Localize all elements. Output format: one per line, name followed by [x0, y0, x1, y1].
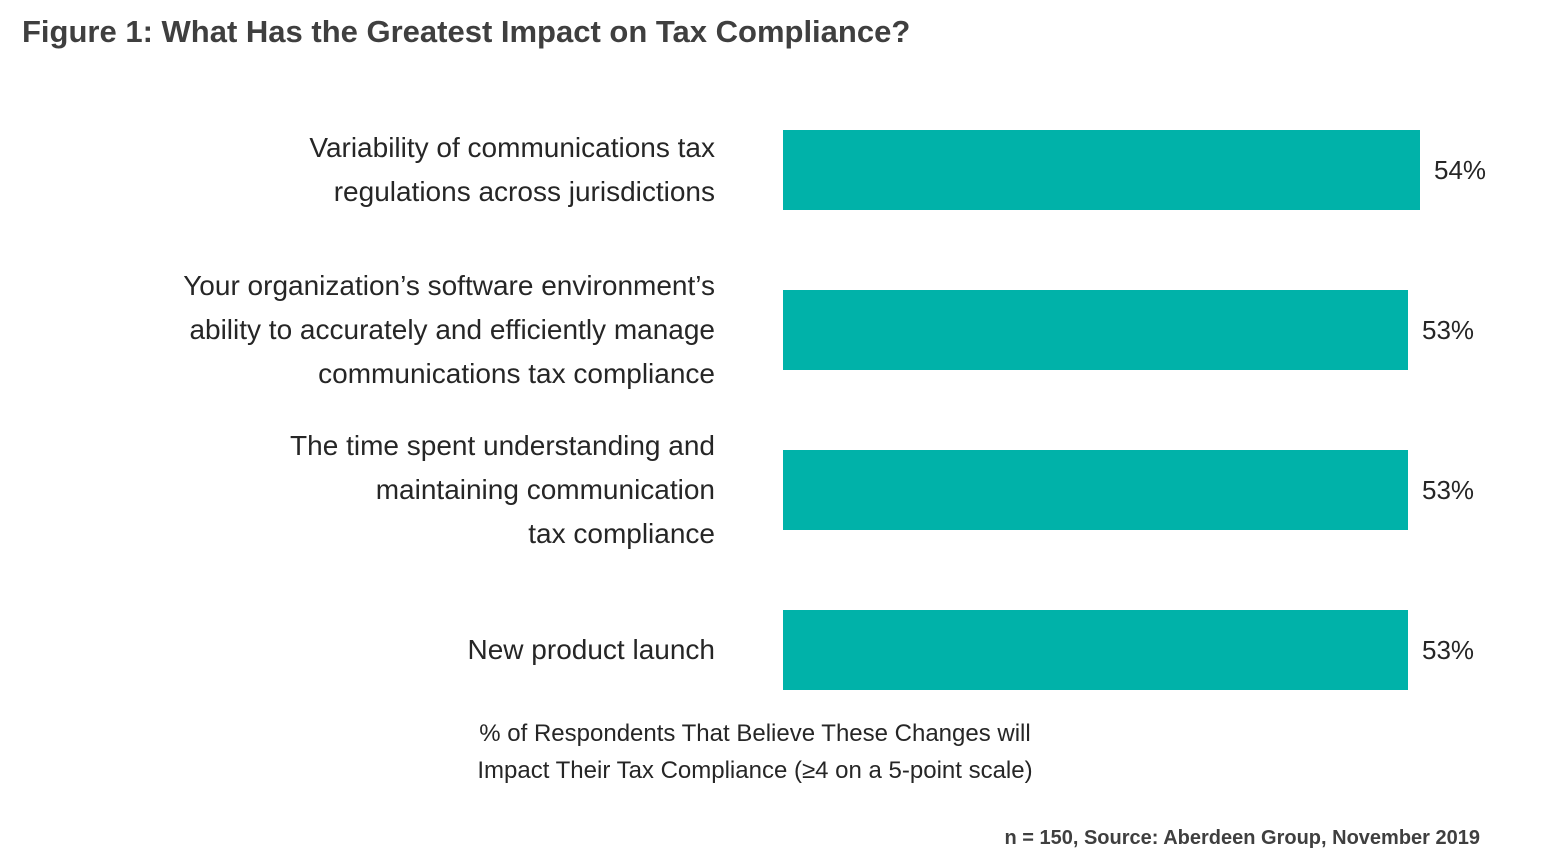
axis-caption: % of Respondents That Believe These Chan…	[477, 720, 1033, 784]
category-label: Your organization’s software environment…	[183, 270, 715, 389]
bar-track: 53%	[783, 610, 1546, 690]
category-label: New product launch	[467, 634, 715, 665]
bar-chart: Variability of communications tax regula…	[0, 90, 1546, 730]
bar-track: 53%	[783, 290, 1546, 370]
bar	[783, 610, 1408, 690]
bar	[783, 130, 1420, 210]
bar	[783, 290, 1408, 370]
bar-row: Your organization’s software environment…	[0, 250, 1546, 410]
figure-title: Figure 1: What Has the Greatest Impact o…	[22, 14, 911, 49]
bar-row: Variability of communications tax regula…	[0, 90, 1546, 250]
category-label: Variability of communications tax regula…	[309, 132, 715, 207]
source-note: n = 150, Source: Aberdeen Group, Novembe…	[1004, 827, 1480, 849]
category-label: The time spent understanding and maintai…	[290, 430, 715, 549]
value-label: 53%	[1422, 314, 1475, 345]
value-label: 53%	[1422, 634, 1475, 665]
bar-row: The time spent understanding and maintai…	[0, 410, 1546, 570]
value-label: 53%	[1422, 474, 1475, 505]
bar-track: 54%	[783, 130, 1546, 210]
value-label: 54%	[1434, 154, 1487, 185]
bar-row: New product launch 53%	[0, 570, 1546, 730]
bar-track: 53%	[783, 450, 1546, 530]
bar	[783, 450, 1408, 530]
